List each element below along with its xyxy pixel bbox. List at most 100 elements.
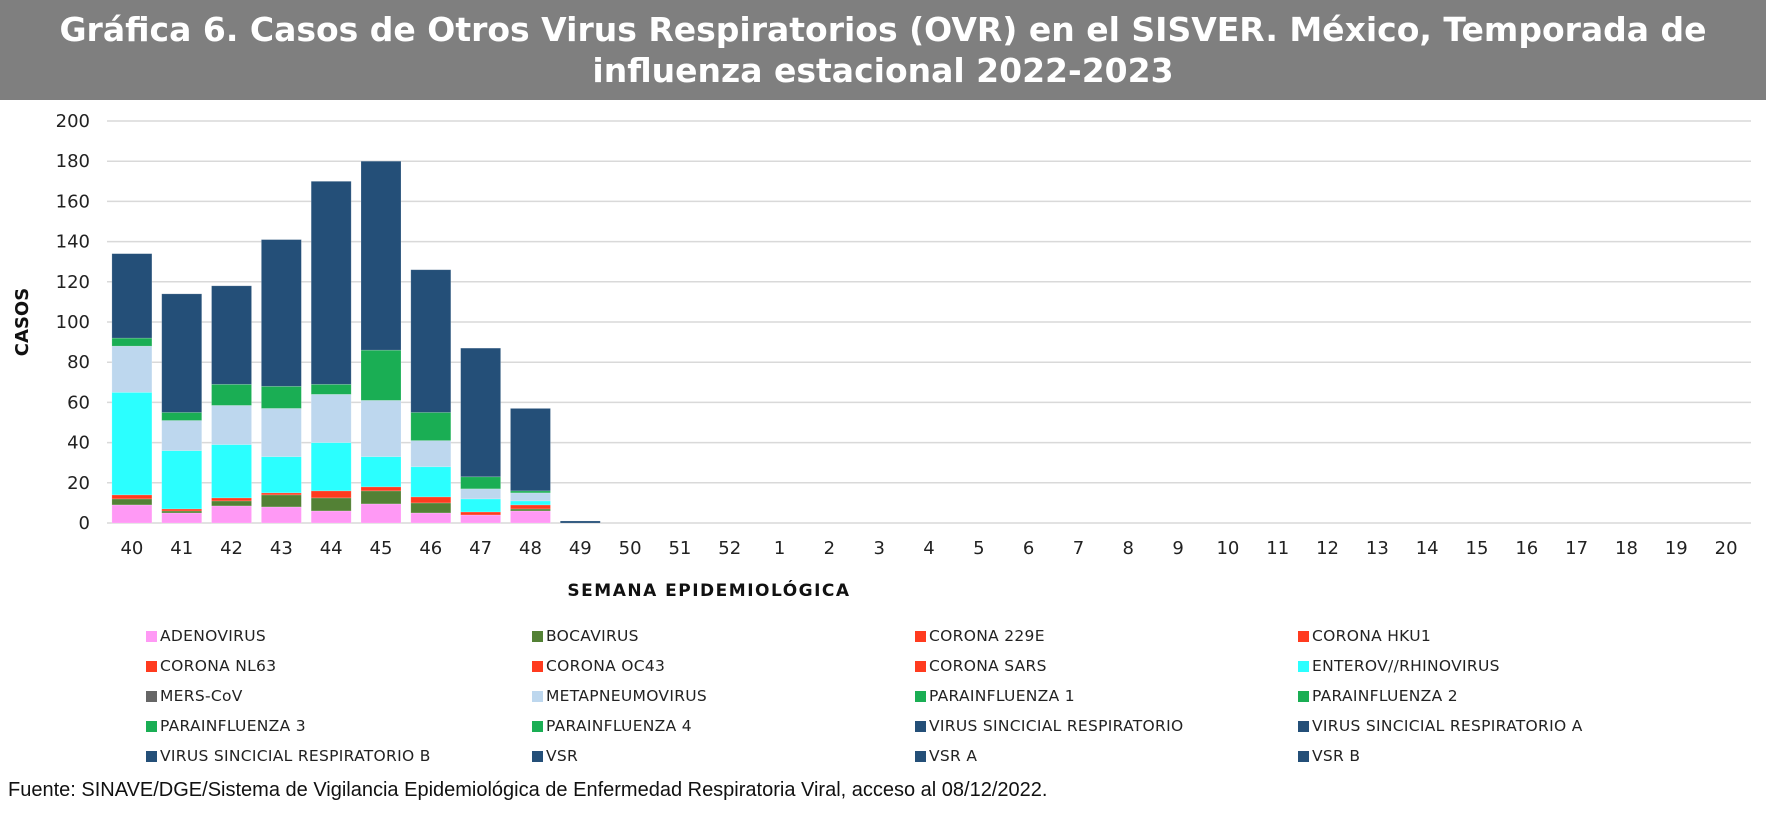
x-tick-label: 16	[1515, 538, 1538, 559]
chart-title-text: Gráfica 6. Casos de Otros Virus Respirat…	[59, 10, 1707, 90]
bar-segment	[261, 385, 302, 409]
bar-segment	[510, 504, 551, 510]
x-tick-label: 1	[774, 538, 785, 559]
y-tick-label: 40	[67, 433, 90, 454]
legend-swatch	[146, 690, 157, 702]
x-tick-label: 19	[1665, 538, 1688, 559]
legend-item: MERS-CoV	[146, 687, 243, 705]
bar-segment	[111, 253, 153, 339]
x-tick-label: 42	[220, 538, 243, 559]
legend-label: PARAINFLUENZA 3	[160, 717, 306, 735]
x-tick-label: 4	[923, 538, 934, 559]
bar-segment	[211, 505, 252, 524]
bar-segment	[310, 180, 352, 385]
y-axis-title: CASOS	[12, 288, 33, 356]
bar-segment	[410, 496, 452, 504]
legend-swatch	[532, 720, 543, 732]
legend-swatch	[146, 660, 157, 672]
legend-label: CORONA SARS	[929, 657, 1047, 675]
legend-label: CORONA 229E	[929, 627, 1045, 645]
legend-item: VSR A	[915, 747, 977, 765]
legend-item: PARAINFLUENZA 2	[1298, 687, 1458, 705]
bar-segment	[261, 408, 302, 458]
legend-label: PARAINFLUENZA 1	[929, 687, 1075, 705]
legend-label: CORONA HKU1	[1312, 627, 1432, 645]
bar-segment	[410, 466, 452, 498]
bar-segment	[410, 440, 452, 468]
bar-segment	[211, 285, 252, 385]
x-tick-label: 50	[619, 538, 642, 559]
bar-segment	[211, 444, 252, 499]
bar-segment	[310, 490, 352, 499]
bar-segment	[111, 337, 153, 347]
source-note: Fuente: SINAVE/DGE/Sistema de Vigilancia…	[8, 779, 1048, 801]
bar-segment	[510, 492, 551, 502]
bar-segment	[310, 383, 352, 395]
bar-segment	[510, 510, 551, 524]
x-tick-label: 48	[519, 538, 542, 559]
y-tick-label: 180	[56, 151, 90, 172]
legend-label: VSR	[546, 747, 579, 765]
legend-swatch	[532, 750, 543, 762]
bar-segment	[111, 345, 153, 393]
legend-label: VSR B	[1312, 747, 1361, 765]
legend-item: CORONA HKU1	[1298, 627, 1431, 645]
legend-item: CORONA 229E	[915, 627, 1045, 645]
y-tick-label: 20	[67, 473, 90, 494]
legend-item: CORONA NL63	[146, 657, 276, 675]
bar-segment	[161, 512, 203, 524]
bar-segment	[211, 405, 252, 445]
legend-label: VIRUS SINCICIAL RESPIRATORIO A	[1312, 717, 1583, 735]
x-tick-label: 41	[170, 538, 193, 559]
y-tick-label: 140	[56, 232, 90, 253]
bar-segment	[111, 498, 153, 506]
bar-segment	[360, 400, 402, 458]
bar-segment	[510, 500, 551, 506]
legend-swatch	[146, 630, 157, 642]
legend-label: VIRUS SINCICIAL RESPIRATORIO	[929, 717, 1184, 735]
x-tick-label: 51	[668, 538, 691, 559]
bar-segment	[310, 497, 352, 512]
x-tick-label: 14	[1416, 538, 1439, 559]
legend-swatch	[146, 720, 157, 732]
bar-segment	[460, 498, 501, 513]
x-tick-label: 8	[1123, 538, 1134, 559]
legend-label: PARAINFLUENZA 2	[1312, 687, 1458, 705]
legend-swatch	[915, 630, 926, 642]
legend-swatch	[915, 720, 926, 732]
bar-segment	[460, 488, 501, 500]
legend-label: CORONA OC43	[546, 657, 666, 675]
x-tick-label: 52	[718, 538, 741, 559]
bar-segment	[111, 504, 153, 524]
bar-segment	[211, 383, 252, 406]
legend-label: MERS-CoV	[160, 687, 243, 705]
legend-label: CORONA NL63	[160, 657, 277, 675]
bar-segment	[261, 494, 302, 508]
bar-segment	[460, 476, 501, 490]
bar-segment	[261, 506, 302, 524]
x-tick-label: 3	[873, 538, 884, 559]
x-tick-label: 5	[973, 538, 984, 559]
y-tick-label: 60	[67, 392, 90, 413]
x-tick-label: 12	[1316, 538, 1339, 559]
legend-swatch	[532, 660, 543, 672]
bar-segment	[261, 456, 302, 494]
bar-segment	[360, 456, 402, 488]
legend-item: ADENOVIRUS	[146, 627, 266, 645]
x-tick-label: 20	[1715, 538, 1738, 559]
y-tick-label: 200	[56, 111, 90, 132]
legend-swatch	[1298, 720, 1309, 732]
bar-segment	[261, 239, 302, 387]
legend-swatch	[915, 660, 926, 672]
x-tick-label: 47	[469, 538, 492, 559]
bar-segment	[360, 349, 402, 401]
bar-segment	[310, 510, 352, 524]
bar-segment	[161, 293, 203, 413]
legend-item: VSR B	[1298, 747, 1360, 765]
bar-segment	[360, 486, 402, 492]
x-tick-label: 17	[1565, 538, 1588, 559]
legend-swatch	[146, 750, 157, 762]
bar-segment	[510, 408, 551, 492]
bar-segment	[410, 502, 452, 514]
bar-segment	[111, 494, 153, 500]
